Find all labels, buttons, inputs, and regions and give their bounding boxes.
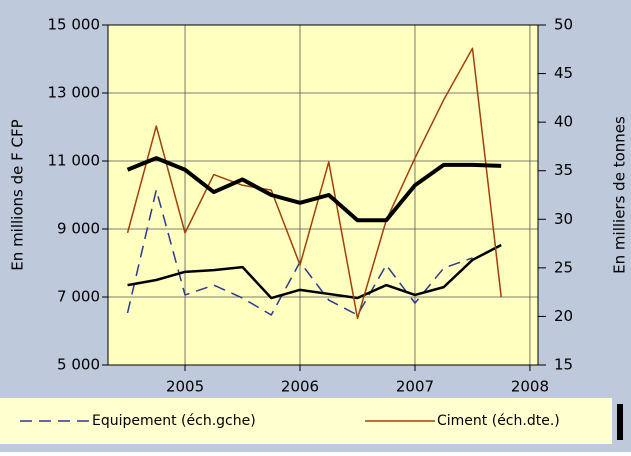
y-tick-label: 5 000	[57, 356, 100, 374]
series-line	[126, 189, 473, 316]
y-tick-label: 7 000	[57, 288, 100, 306]
series-line	[127, 243, 502, 300]
series-line	[126, 156, 502, 223]
y-tick-label: 13 000	[48, 84, 101, 102]
y-tick-label: 11 000	[48, 152, 101, 170]
x-tick-label: 2008	[511, 378, 549, 396]
y-tick-label: 9 000	[57, 220, 100, 238]
y2-tick-label: 40	[554, 113, 573, 131]
plot-frame	[107, 24, 539, 366]
y2-tick-label: 20	[554, 307, 573, 325]
x-tick-label: 2006	[281, 378, 319, 396]
legend-box	[0, 398, 612, 444]
y2-tick-label: 25	[554, 258, 573, 276]
y-tick-label: 15 000	[48, 16, 101, 34]
legend-label: Equipement (éch.gche)	[92, 413, 256, 429]
y2-tick-label: 30	[554, 210, 573, 228]
y2-tick-label: 15	[554, 356, 573, 374]
legend-label: Ciment (éch.dte.)	[437, 413, 560, 429]
series-line	[126, 47, 502, 320]
legend-edge	[617, 404, 623, 440]
y-axis-label: En millions de F CFP	[9, 119, 27, 270]
y2-axis-label: En milliers de tonnes	[611, 116, 629, 274]
y2-tick-label: 35	[554, 161, 573, 179]
y2-tick-label: 50	[554, 16, 573, 34]
x-tick-label: 2007	[396, 378, 434, 396]
y2-tick-label: 45	[554, 64, 573, 82]
x-tick-label: 2005	[166, 378, 204, 396]
